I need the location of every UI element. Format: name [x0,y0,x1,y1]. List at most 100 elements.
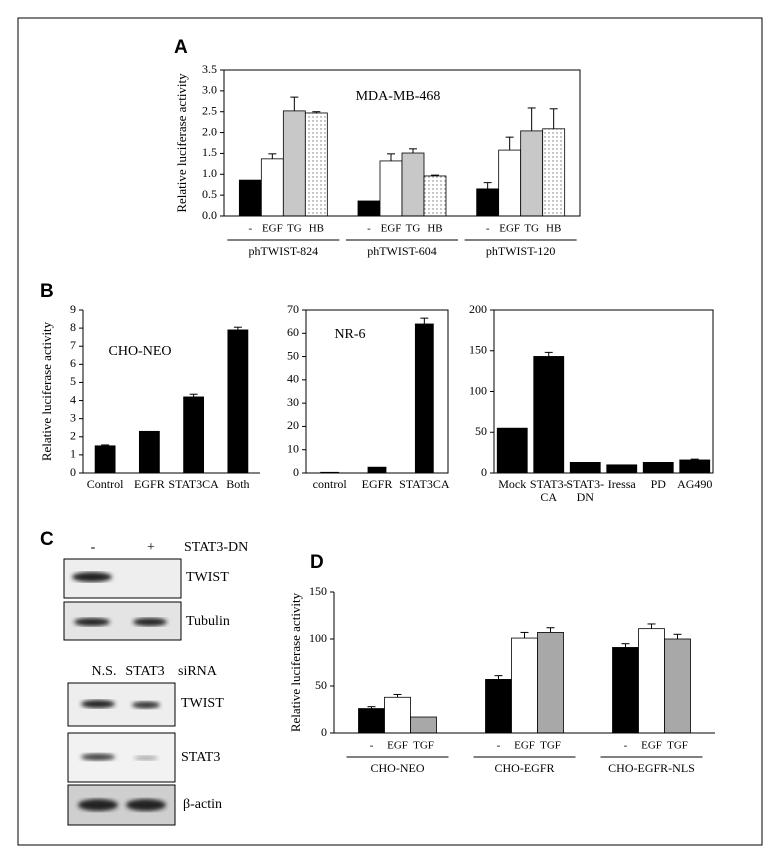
error-bar [290,96,299,111]
bar-label: - [624,740,628,752]
y-tick-label: 100 [469,383,487,397]
row-label: TWIST [181,696,224,711]
error-bar [409,148,417,154]
lane-label: STAT3 [125,664,164,679]
bar-label: EGF [499,223,520,235]
plot-frame [223,69,581,217]
y-axis-label: Relative luciferase activity [39,321,54,461]
bar [183,396,205,474]
bar [476,188,500,217]
x-tick-label: Iressa [608,477,637,491]
bar [569,462,601,474]
y-tick-label: 0 [293,465,299,479]
band [126,799,166,811]
bar [384,696,411,734]
error-bar [101,444,110,446]
x-tick-label: STAT3CA [399,477,450,491]
band [72,572,112,582]
annotation: MDA-MB-468 [356,89,441,104]
y-tick-label: 6 [70,356,76,370]
lane-label: - [91,540,96,555]
panel-label: C [40,529,54,550]
error-bar [189,393,198,397]
plot-frame [493,309,714,474]
bar [664,638,691,734]
bar-label: TGF [540,740,561,752]
y-tick-label: 1.5 [202,145,217,159]
y-tick-label: 70 [287,302,299,316]
group-label: phTWIST-120 [486,244,556,258]
bar-label: TGF [667,740,688,752]
plot-frame [305,309,449,474]
error-bar [387,153,395,161]
bar [606,464,638,474]
bar [498,149,522,217]
y-axis-label: Relative luciferase activity [174,73,189,213]
error-bar [544,351,553,357]
error-bar [690,458,699,460]
y-tick-label: 1.0 [202,166,217,180]
bar-label: TGF [413,740,434,752]
bar-label: EGF [514,740,535,752]
group-label: CHO-NEO [371,761,425,775]
y-tick-label: 50 [287,348,299,362]
bar-label: HB [427,223,442,235]
y-tick-label: 100 [309,631,327,645]
bar [414,323,434,474]
x-tick-label: Mock [498,477,526,491]
bar [227,329,249,474]
error-bar [527,107,536,131]
bar-label: HB [309,223,324,235]
annotation: NR-6 [334,327,365,342]
panel-label: A [174,37,188,58]
bar-label: HB [546,223,561,235]
panel-label: B [40,281,54,302]
band [74,618,110,626]
y-axis-label: Relative luciferase activity [288,592,303,732]
bar-label: - [486,223,490,235]
y-tick-label: 200 [469,302,487,316]
y-tick-label: 10 [287,441,299,455]
y-tick-label: 3.5 [202,62,217,76]
row-label: Tubulin [186,614,230,629]
label-line: STAT3- [566,477,604,491]
x-tick-label: EGFR [134,477,165,491]
x-tick-label: STAT3CA [168,477,219,491]
error-bar [312,111,321,113]
bar-label: EGF [387,740,408,752]
bar-label: TG [287,223,302,235]
bar [542,128,566,217]
bar [496,427,528,474]
error-bar [420,317,429,324]
error-bar [431,174,439,176]
bar [401,152,425,217]
label-line: DN [577,490,595,504]
error-bar [647,623,656,629]
band [81,700,115,708]
bar [533,356,565,474]
y-tick-label: 0.0 [202,208,217,222]
row-label: β-actin [183,797,222,812]
y-tick-label: 20 [287,418,299,432]
y-tick-label: 0 [70,465,76,479]
annotation: CHO-NEO [109,344,172,359]
y-tick-label: 4 [70,392,76,406]
band [134,755,158,761]
y-tick-label: 7 [70,338,76,352]
y-tick-label: 0 [321,725,327,739]
bar-label: - [497,740,501,752]
bar-label: - [248,223,252,235]
band [132,701,160,709]
bar [260,158,284,217]
y-tick-label: 50 [315,678,327,692]
y-tick-label: 3.0 [202,83,217,97]
bar-label: - [367,223,371,235]
panel-label: D [310,552,324,573]
band [78,799,118,811]
y-tick-label: 9 [70,302,76,316]
bar-label: EGF [381,223,402,235]
error-bar [673,633,682,639]
label-line: STAT3- [530,477,568,491]
row-label: STAT3 [181,750,220,765]
